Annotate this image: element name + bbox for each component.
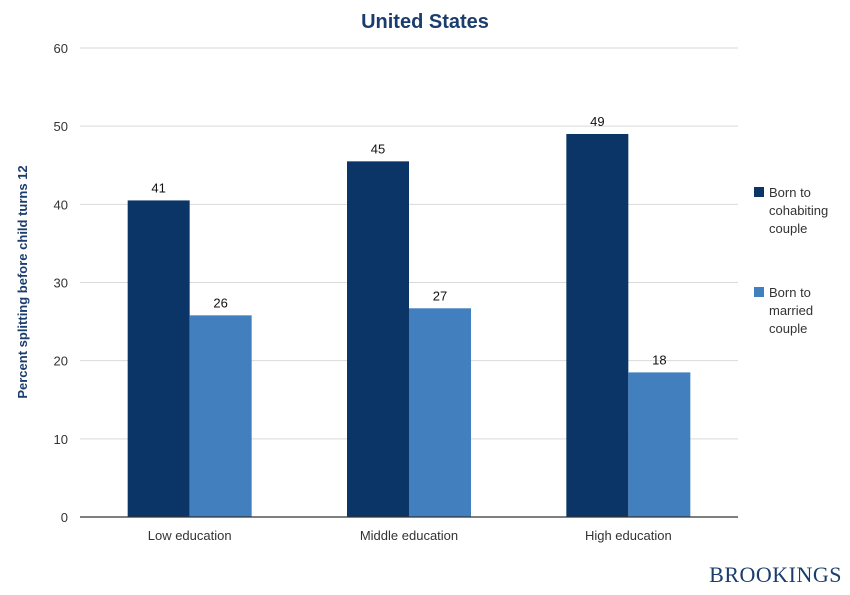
y-tick-label: 10: [54, 432, 68, 447]
bar-value-label: 26: [213, 295, 227, 310]
y-tick-label: 40: [54, 197, 68, 212]
legend-label: Born to: [769, 185, 811, 200]
y-tick-label: 30: [54, 276, 68, 291]
x-category-label: Middle education: [360, 528, 458, 543]
bar: [347, 161, 409, 517]
legend: Born to cohabiting couple Born to married cou…: [754, 185, 828, 336]
y-tick-label: 0: [61, 510, 68, 525]
bar: [127, 200, 190, 518]
x-axis-categories: Low education Middle education High educat…: [148, 528, 672, 543]
bar-value-label: 27: [433, 288, 447, 303]
legend-label: married: [769, 303, 813, 318]
chart-title: United States: [361, 11, 489, 33]
bar-value-label: 49: [590, 114, 604, 129]
bars: [127, 133, 691, 518]
y-tick-label: 60: [54, 41, 68, 56]
brookings-logo: BROOKINGS: [709, 562, 842, 587]
legend-label: couple: [769, 321, 807, 336]
bar: [409, 308, 471, 517]
bar: [628, 372, 691, 517]
legend-swatch: [754, 287, 764, 297]
bar: [189, 315, 252, 517]
y-axis-ticks: 0 10 20 30 40 50 60: [54, 41, 68, 525]
x-category-label: High education: [585, 528, 672, 543]
legend-swatch: [754, 187, 764, 197]
legend-label: cohabiting: [769, 203, 828, 218]
bar-value-label: 45: [371, 141, 385, 156]
bar: [566, 133, 629, 517]
y-axis-label: Percent splitting before child turns 12: [15, 165, 30, 398]
bar-value-label: 41: [151, 180, 165, 195]
data-labels: 41 26 45 27 49 18: [151, 114, 666, 367]
y-tick-label: 50: [54, 119, 68, 134]
legend-label: couple: [769, 221, 807, 236]
bar-value-label: 18: [652, 352, 666, 367]
legend-label: Born to: [769, 285, 811, 300]
x-category-label: Low education: [148, 528, 232, 543]
y-tick-label: 20: [54, 354, 68, 369]
